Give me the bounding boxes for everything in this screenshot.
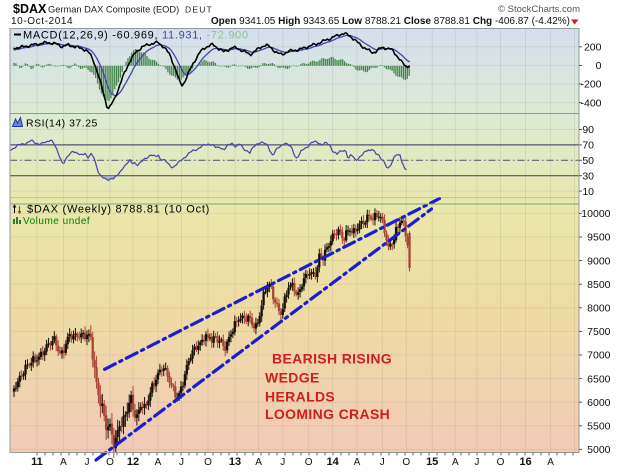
svg-text:J: J (85, 457, 90, 468)
svg-text:9000: 9000 (587, 255, 611, 267)
svg-text:WEDGE: WEDGE (265, 370, 320, 386)
svg-text:7000: 7000 (587, 350, 611, 362)
svg-text:70: 70 (582, 140, 594, 152)
svg-text:A: A (354, 457, 361, 468)
svg-text:200: 200 (584, 42, 602, 54)
svg-text:J: J (179, 457, 184, 468)
svg-text:9500: 9500 (587, 232, 611, 244)
svg-text:-400: -400 (580, 97, 601, 109)
svg-text:10-Oct-2014: 10-Oct-2014 (11, 16, 73, 27)
svg-text:J: J (380, 457, 385, 468)
svg-text:6000: 6000 (587, 397, 611, 409)
svg-text:LOOMING CRASH: LOOMING CRASH (265, 406, 390, 422)
svg-text:14: 14 (326, 456, 339, 468)
svg-text:10000: 10000 (581, 208, 610, 220)
svg-text:16: 16 (519, 456, 531, 468)
svg-text:O: O (402, 457, 410, 468)
svg-text:$DAX (Weekly) 8788.81 (10 Oct): $DAX (Weekly) 8788.81 (10 Oct) (27, 204, 210, 216)
svg-text:HERALDS: HERALDS (265, 389, 335, 405)
svg-text:O: O (497, 457, 505, 468)
svg-text:50: 50 (582, 155, 594, 167)
svg-text:A: A (60, 457, 67, 468)
svg-text:J: J (474, 457, 479, 468)
svg-text:0: 0 (596, 60, 602, 72)
svg-text:$DAX: $DAX (13, 2, 47, 16)
svg-text:30: 30 (582, 170, 594, 182)
svg-text:A: A (547, 457, 554, 468)
svg-text:O: O (305, 457, 313, 468)
svg-text:-200: -200 (580, 79, 601, 91)
svg-text:5500: 5500 (587, 421, 611, 433)
svg-text:RSI(14) 37.25: RSI(14) 37.25 (26, 118, 98, 130)
svg-text:8000: 8000 (587, 303, 611, 315)
svg-text:J: J (280, 457, 285, 468)
svg-text:German DAX Composite (EOD): German DAX Composite (EOD) (48, 5, 179, 15)
svg-text:15: 15 (426, 456, 438, 468)
svg-text:Open 9341.05 High 9343.65 Low: Open 9341.05 High 9343.65 Low 8788.21 Cl… (211, 16, 570, 27)
svg-text:O: O (204, 457, 212, 468)
svg-text:A: A (155, 457, 162, 468)
svg-text:O: O (106, 457, 114, 468)
svg-text:90: 90 (582, 124, 594, 136)
svg-text:13: 13 (229, 456, 241, 468)
svg-text:BEARISH RISING: BEARISH RISING (272, 351, 392, 367)
svg-text:5000: 5000 (587, 444, 611, 456)
svg-text:A: A (452, 457, 459, 468)
svg-text:DEUT: DEUT (185, 5, 213, 15)
svg-text:A: A (255, 457, 262, 468)
svg-text:8500: 8500 (587, 279, 611, 291)
svg-text:12: 12 (127, 456, 139, 468)
svg-text:11: 11 (31, 456, 43, 468)
svg-text:Volume undef: Volume undef (23, 216, 90, 227)
svg-text:© StockCharts.com: © StockCharts.com (498, 4, 580, 15)
svg-text:MACD(12,26,9) -60.969, 11.931,: MACD(12,26,9) -60.969, 11.931, -72.900 (23, 30, 249, 42)
svg-text:7500: 7500 (587, 326, 611, 338)
svg-text:6500: 6500 (587, 373, 611, 385)
svg-text:10: 10 (582, 186, 594, 198)
